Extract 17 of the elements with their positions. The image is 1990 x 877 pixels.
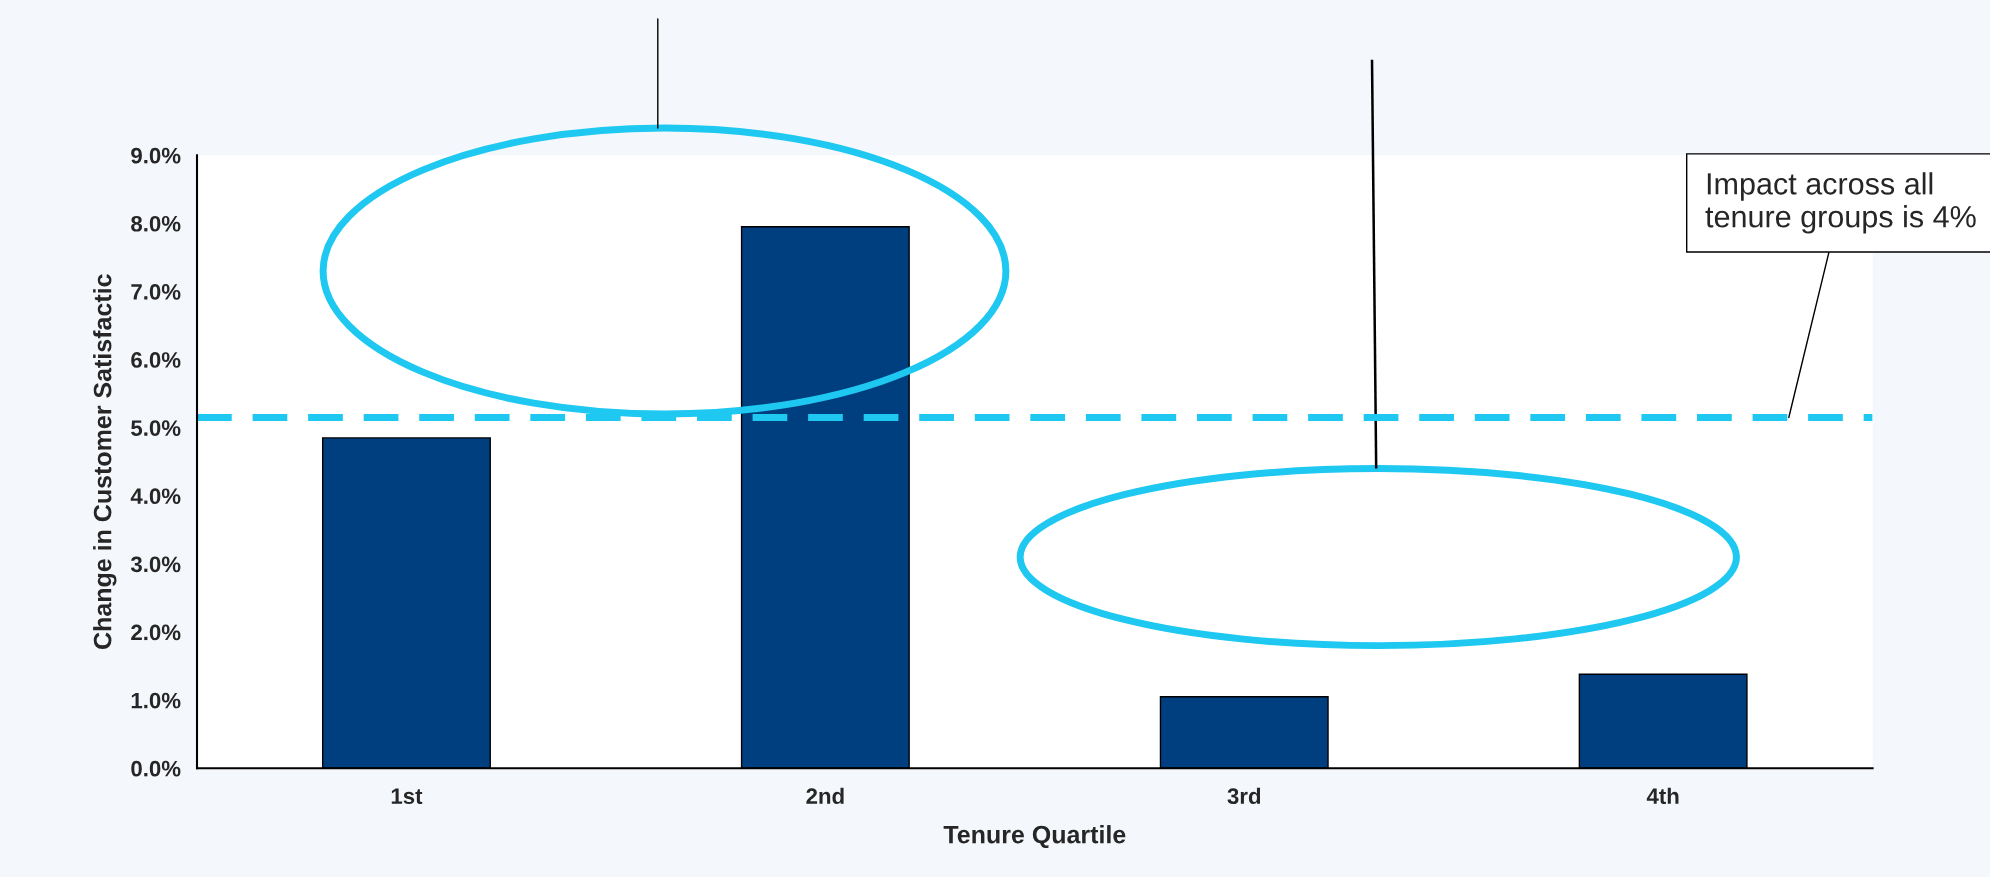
y-tick-label: 6.0%: [131, 352, 181, 368]
x-axis-title: Tenure Quartile: [943, 825, 1126, 849]
y-tick-label: 4.0%: [130, 488, 181, 505]
y-tick-label: 7.0%: [131, 283, 181, 300]
y-tick-label: 1.0%: [131, 692, 181, 709]
y-tick-label: 5.0%: [131, 420, 181, 436]
x-tick-label: 1st: [391, 788, 423, 805]
y-tick-label: 2.0%: [131, 624, 181, 641]
y-tick-label: 9.0%: [131, 147, 181, 164]
y-tick-label: 8.0%: [131, 215, 181, 232]
x-tick-label: 2nd: [806, 787, 844, 805]
y-axis-title: Change in Customer Satisfactic: [93, 274, 117, 649]
y-tick-label: 0.0%: [131, 760, 181, 777]
x-tick-label: 3rd: [1227, 787, 1261, 805]
y-tick-label: 3.0%: [130, 556, 181, 573]
x-tick-label: 4th: [1646, 787, 1679, 804]
ref-line-label: Impact across all tenure groups is 4%: [1705, 172, 1976, 234]
